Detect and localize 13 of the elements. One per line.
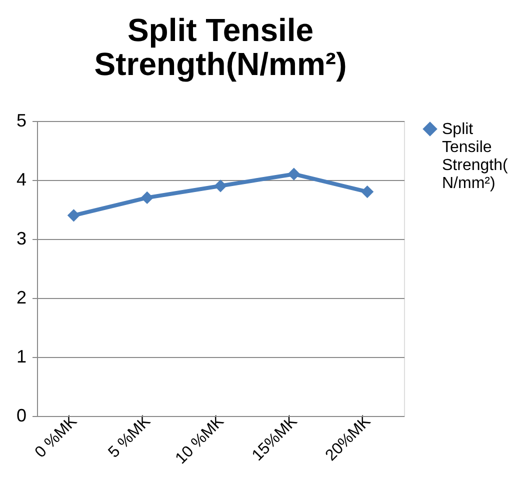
y-tick-label: 4 (16, 170, 26, 190)
y-tick-label: 2 (16, 288, 26, 308)
point (288, 168, 300, 180)
y-tick-label: 1 (16, 346, 26, 366)
y-tick-label: 0 (16, 406, 26, 426)
y-tick-label: 3 (16, 228, 26, 248)
point (214, 180, 227, 192)
y-tick-label: 5 (16, 110, 26, 130)
legend-label: Split Tensile Strength(N/mm²) (442, 121, 508, 192)
point (140, 191, 154, 204)
point (67, 209, 80, 222)
point (360, 185, 374, 198)
chart-title: Split Tensile Strength(N/mm²) (94, 12, 347, 82)
